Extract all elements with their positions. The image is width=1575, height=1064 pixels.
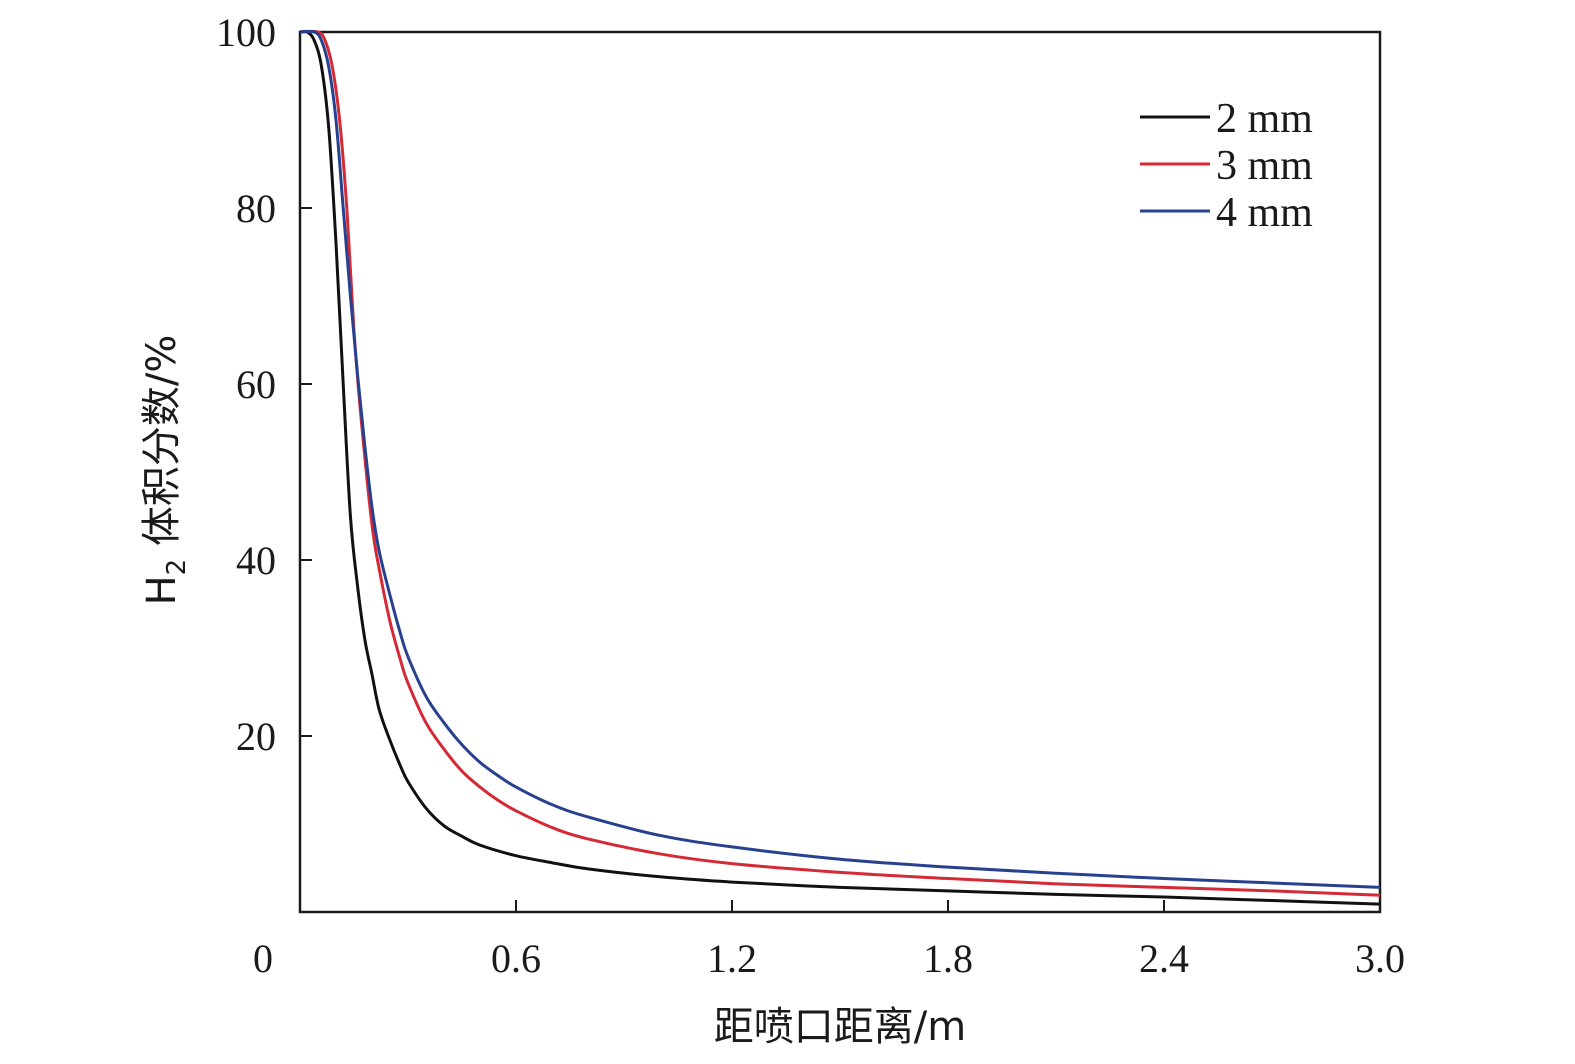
- y-tick-label: 20: [236, 714, 276, 759]
- x-tick-label: 0: [253, 936, 273, 981]
- legend: 2 mm3 mm4 mm: [1140, 96, 1313, 236]
- legend-label: 3 mm: [1216, 143, 1313, 189]
- series-line-2-mm: [299, 29, 1381, 906]
- y-tick-label: 80: [236, 186, 276, 231]
- x-tick-label: 2.4: [1139, 936, 1189, 981]
- series-line-4-mm: [299, 29, 1381, 889]
- x-tick-label: 1.8: [923, 936, 973, 981]
- y-axis-title-rest: 体积分数/%: [139, 335, 185, 559]
- y-tick-label: 100: [216, 10, 276, 55]
- x-tick-label: 1.2: [707, 936, 757, 981]
- y-axis: 20 40 60 80 100: [216, 10, 312, 759]
- legend-label: 4 mm: [1216, 190, 1313, 236]
- series-line-3-mm: [299, 29, 1381, 897]
- y-tick-label: 60: [236, 362, 276, 407]
- plot-frame: [298, 30, 1382, 914]
- y-axis-title-subscript: 2: [162, 559, 192, 576]
- x-axis: 0 0.6 1.2 1.8 2.4 3.0: [253, 900, 1405, 981]
- x-tick-label: 3.0: [1355, 936, 1405, 981]
- y-axis-title: H2 体积分数/%: [139, 335, 192, 606]
- y-axis-title-main: H: [139, 575, 185, 605]
- x-axis-title: 距喷口距离/m: [714, 1004, 966, 1050]
- legend-label: 2 mm: [1216, 96, 1313, 142]
- x-tick-label: 0.6: [491, 936, 541, 981]
- series-lines: [299, 29, 1381, 906]
- y-tick-label: 40: [236, 538, 276, 583]
